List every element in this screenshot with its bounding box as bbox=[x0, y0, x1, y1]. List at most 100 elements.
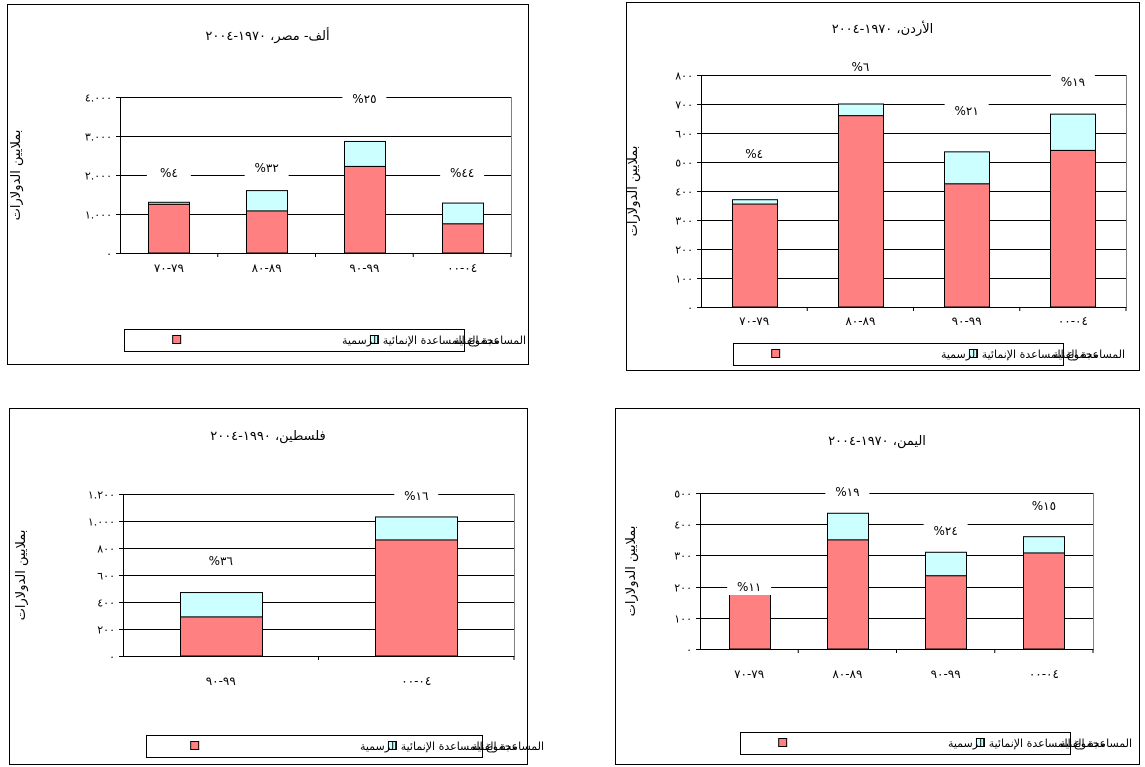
bar-technical-aid bbox=[732, 199, 778, 205]
y-tick-label: ٦٠٠ bbox=[675, 128, 693, 141]
bar-technical-aid bbox=[442, 202, 484, 225]
chart-title: ألف- مصر، ١٩٧٠-٢٠٠٤ bbox=[205, 27, 329, 44]
legend-label-technical: المساعدة الفنية bbox=[454, 334, 526, 347]
y-axis-label: بملايين الدولارات bbox=[624, 526, 639, 617]
bar-official-aid bbox=[838, 115, 884, 308]
bar-official-aid bbox=[827, 539, 869, 650]
bar-technical-aid bbox=[838, 103, 884, 117]
percent-label-bg bbox=[944, 103, 989, 119]
chart-frame bbox=[9, 408, 528, 765]
percent-label-bg bbox=[244, 160, 289, 176]
y-tick-label: ٣.٠٠٠ bbox=[85, 131, 112, 144]
bar-technical-aid bbox=[1050, 113, 1096, 151]
y-tick-label: ٧٠٠ bbox=[675, 99, 693, 112]
x-category-label: ٩٩-٩٠ bbox=[931, 667, 961, 681]
y-tick-label: ١.٢٠٠ bbox=[88, 489, 115, 502]
x-category-label: ٧٩-٧٠ bbox=[154, 261, 184, 275]
percent-label: %١٩ bbox=[835, 485, 859, 499]
bar-technical-aid bbox=[944, 151, 990, 185]
x-category-label: ٩٩-٩٠ bbox=[952, 314, 982, 328]
percent-label-bg bbox=[342, 91, 387, 107]
bar-official-aid bbox=[729, 590, 771, 650]
percent-label-bg bbox=[440, 165, 485, 181]
legend-swatch-official bbox=[771, 349, 781, 358]
y-tick-label: ٥٠٠ bbox=[675, 157, 693, 170]
bar-official-aid bbox=[442, 223, 484, 254]
y-tick-label: ٠ bbox=[686, 644, 692, 657]
y-tick-label: ٢٠٠ bbox=[97, 624, 115, 637]
legend-label-official: مجموع المساعدة الإنمائية الرسمية bbox=[360, 740, 518, 753]
percent-label-bg bbox=[732, 146, 777, 162]
percent-label: %٢٥ bbox=[352, 92, 376, 106]
percent-label: %٢٤ bbox=[933, 524, 957, 538]
y-tick-label: ٢٠٠ bbox=[674, 582, 692, 595]
y-tick-label: ٨٠٠ bbox=[97, 543, 115, 556]
percent-label: %٤ bbox=[160, 166, 178, 180]
legend-label-technical: المساعدة الفنية bbox=[1060, 737, 1132, 750]
percent-label: %١٥ bbox=[1032, 499, 1056, 513]
x-category-label: ٧٩-٧٠ bbox=[739, 314, 769, 328]
x-category-label: ٧٩-٧٠ bbox=[734, 667, 764, 681]
legend bbox=[124, 329, 465, 352]
percent-label: %٤ bbox=[745, 147, 763, 161]
percent-label: %١٦ bbox=[404, 489, 428, 503]
legend-label-official: مجموع المساعدة الإنمائية الرسمية bbox=[941, 348, 1099, 361]
chart-title: الأردن، ١٩٧٠-٢٠٠٤ bbox=[832, 20, 934, 37]
legend-label-technical: المساعدة الفنية bbox=[1053, 348, 1125, 361]
bar-official-aid bbox=[1050, 149, 1096, 308]
percent-label: %٣٢ bbox=[254, 161, 278, 175]
y-tick-label: ١٠٠ bbox=[675, 273, 693, 286]
percent-label: %٢١ bbox=[954, 104, 978, 118]
bar-technical-aid bbox=[827, 512, 869, 541]
y-tick-label: ١.٠٠٠ bbox=[85, 209, 112, 222]
percent-label-bg bbox=[923, 523, 968, 539]
x-category-label: ٨٩-٨٠ bbox=[252, 261, 282, 275]
chart-frame bbox=[7, 4, 529, 365]
legend bbox=[733, 343, 1064, 366]
y-tick-label: ٢.٠٠٠ bbox=[85, 170, 112, 183]
y-tick-label: ٤٠٠ bbox=[97, 597, 115, 610]
y-tick-label: ٤٠٠ bbox=[675, 186, 693, 199]
percent-label: %١٩ bbox=[1061, 75, 1085, 89]
legend-label-official: مجموع المساعدة الإنمائية الرسمية bbox=[948, 737, 1106, 750]
x-category-label: ٩٩-٩٠ bbox=[349, 261, 379, 275]
x-category-label: ٩٩-٩٠ bbox=[206, 674, 236, 688]
legend-swatch-official bbox=[778, 738, 788, 747]
bar-technical-aid bbox=[246, 190, 288, 212]
legend bbox=[740, 732, 1071, 755]
bar-official-aid bbox=[246, 210, 288, 254]
y-tick-label: ١٠٠ bbox=[674, 613, 692, 626]
x-category-label: ٠٤-٠٠ bbox=[401, 674, 431, 688]
bar-official-aid bbox=[1023, 552, 1065, 650]
y-tick-label: ٠ bbox=[106, 248, 112, 261]
percent-label: %٣٦ bbox=[209, 554, 233, 568]
y-tick-label: ٠ bbox=[687, 302, 693, 315]
y-tick-label: ٤.٠٠٠ bbox=[85, 92, 112, 105]
y-tick-label: ٦٠٠ bbox=[97, 570, 115, 583]
y-tick-label: ٢٠٠ bbox=[675, 244, 693, 257]
y-axis-label: بملايين الدولارات bbox=[9, 130, 24, 221]
legend-swatch-technical bbox=[387, 741, 397, 750]
legend-swatch-technical bbox=[369, 335, 379, 344]
bar-official-aid bbox=[925, 575, 967, 650]
bar-technical-aid bbox=[1023, 536, 1065, 554]
percent-label-bg bbox=[394, 488, 439, 504]
bar-official-aid bbox=[148, 203, 190, 254]
bar-official-aid bbox=[375, 539, 458, 657]
percent-label: %١١ bbox=[737, 580, 761, 594]
bar-official-aid bbox=[732, 203, 778, 308]
percent-label-bg bbox=[1021, 498, 1066, 514]
legend-label-technical: المساعدة الفنية bbox=[472, 740, 544, 753]
legend-swatch-technical bbox=[968, 349, 978, 358]
percent-label-bg bbox=[146, 165, 191, 181]
x-category-label: ٨٩-٨٠ bbox=[845, 314, 875, 328]
x-category-label: ٨٩-٨٠ bbox=[832, 667, 862, 681]
chart-title: اليمن، ١٩٧٠-٢٠٠٤ bbox=[828, 434, 926, 449]
percent-label: %٦ bbox=[851, 60, 869, 74]
y-tick-label: ١.٠٠٠ bbox=[88, 516, 115, 529]
legend bbox=[146, 735, 483, 758]
percent-label-bg bbox=[838, 59, 883, 75]
y-tick-label: ٥٠٠ bbox=[674, 488, 692, 501]
percent-label: %٤٤ bbox=[450, 166, 474, 180]
